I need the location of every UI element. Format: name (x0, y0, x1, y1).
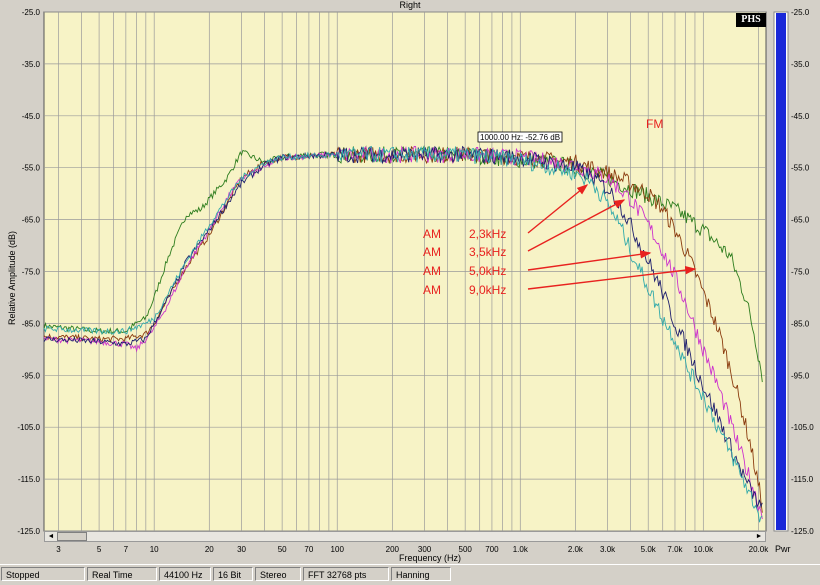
x-tick-label: 30 (237, 545, 246, 554)
annotation-bandwidth-label: 5,0kHz (469, 264, 506, 278)
power-label: Pwr (775, 544, 791, 554)
series-line (43, 145, 763, 523)
y-tick-label-left: -115.0 (18, 475, 41, 484)
x-tick-label: 1.0k (513, 545, 529, 554)
y-tick-label-right: -105.0 (791, 423, 814, 432)
annotation-am-label: AM (423, 283, 441, 297)
y-tick-label-right: -85.0 (791, 319, 810, 328)
status-mode: Stopped (1, 567, 85, 581)
chart-title: Right (399, 0, 421, 10)
y-tick-label-right: -75.0 (791, 268, 810, 277)
x-tick-label: 10 (150, 545, 159, 554)
x-tick-label: 5 (97, 545, 102, 554)
x-tick-label: 3 (56, 545, 61, 554)
x-tick-label: 10.0k (694, 545, 715, 554)
horizontal-scrollbar[interactable]: ◄ ► (44, 531, 766, 542)
y-tick-label-right: -25.0 (791, 8, 810, 17)
y-tick-label-left: -125.0 (17, 527, 40, 536)
status-channels: Stereo (255, 567, 301, 581)
scroll-thumb[interactable] (57, 532, 87, 541)
cursor-readout-text: 1000.00 Hz: -52.76 dB (480, 133, 560, 142)
y-tick-label-right: -115.0 (791, 475, 814, 484)
x-tick-label: 20.0k (749, 545, 770, 554)
status-fft-size: FFT 32768 pts (303, 567, 389, 581)
y-tick-label-left: -75.0 (22, 268, 41, 277)
y-tick-label-right: -55.0 (791, 164, 810, 173)
annotation-arrow (527, 250, 652, 271)
x-tick-label: 50 (278, 545, 287, 554)
x-axis-label: Frequency (Hz) (398, 553, 461, 563)
x-tick-label: 300 (418, 545, 432, 554)
annotation-am-label: AM (423, 245, 441, 259)
annotation-am-label: AM (423, 227, 441, 241)
x-tick-label: 100 (331, 545, 345, 554)
y-tick-label-right: -95.0 (791, 371, 810, 380)
x-tick-label: 5.0k (641, 545, 657, 554)
status-timing: Real Time (87, 567, 157, 581)
x-tick-label: 700 (485, 545, 499, 554)
x-tick-label: 200 (386, 545, 400, 554)
y-tick-label-left: -55.0 (22, 164, 41, 173)
x-tick-label: 500 (459, 545, 473, 554)
x-tick-label: 7.0k (667, 545, 683, 554)
y-tick-label-left: -65.0 (22, 216, 41, 225)
y-tick-label-left: -45.0 (22, 112, 41, 121)
annotation-bandwidth-label: 3,5kHz (469, 245, 506, 259)
scroll-right-arrow-icon[interactable]: ► (755, 533, 763, 540)
annotation-arrow (527, 199, 626, 252)
phs-logo: PHS (736, 13, 766, 27)
x-tick-label: 20 (205, 545, 214, 554)
x-tick-label: 3.0k (600, 545, 616, 554)
annotation-am-label: AM (423, 264, 441, 278)
status-window: Hanning (391, 567, 451, 581)
cursor-readout-box (477, 131, 563, 143)
y-tick-label-right: -45.0 (791, 112, 810, 121)
y-tick-label-left: -35.0 (22, 60, 41, 69)
y-tick-label-left: -105.0 (17, 423, 40, 432)
status-bit-depth: 16 Bit (213, 567, 253, 581)
series-line (43, 145, 763, 513)
y-tick-label-left: -85.0 (22, 319, 41, 328)
status-bar: Stopped Real Time 44100 Hz 16 Bit Stereo… (0, 564, 820, 585)
annotation-arrow (527, 184, 589, 234)
x-tick-label: 2.0k (568, 545, 584, 554)
x-tick-label: 7 (124, 545, 129, 554)
power-meter-bar (776, 13, 786, 530)
y-tick-label-right: -35.0 (791, 60, 810, 69)
annotation-fm-label: FM (646, 117, 663, 131)
x-tick-label: 70 (304, 545, 313, 554)
annotation-bandwidth-label: 9,0kHz (469, 283, 506, 297)
annotation-bandwidth-label: 2,3kHz (469, 227, 506, 241)
scroll-left-arrow-icon[interactable]: ◄ (47, 533, 55, 540)
annotation-arrow (527, 265, 697, 290)
status-sample-rate: 44100 Hz (159, 567, 211, 581)
y-tick-label-right: -65.0 (791, 216, 810, 225)
y-tick-label-left: -95.0 (22, 371, 41, 380)
y-tick-label-left: -25.0 (22, 8, 41, 17)
y-tick-label-right: -125.0 (791, 527, 814, 536)
